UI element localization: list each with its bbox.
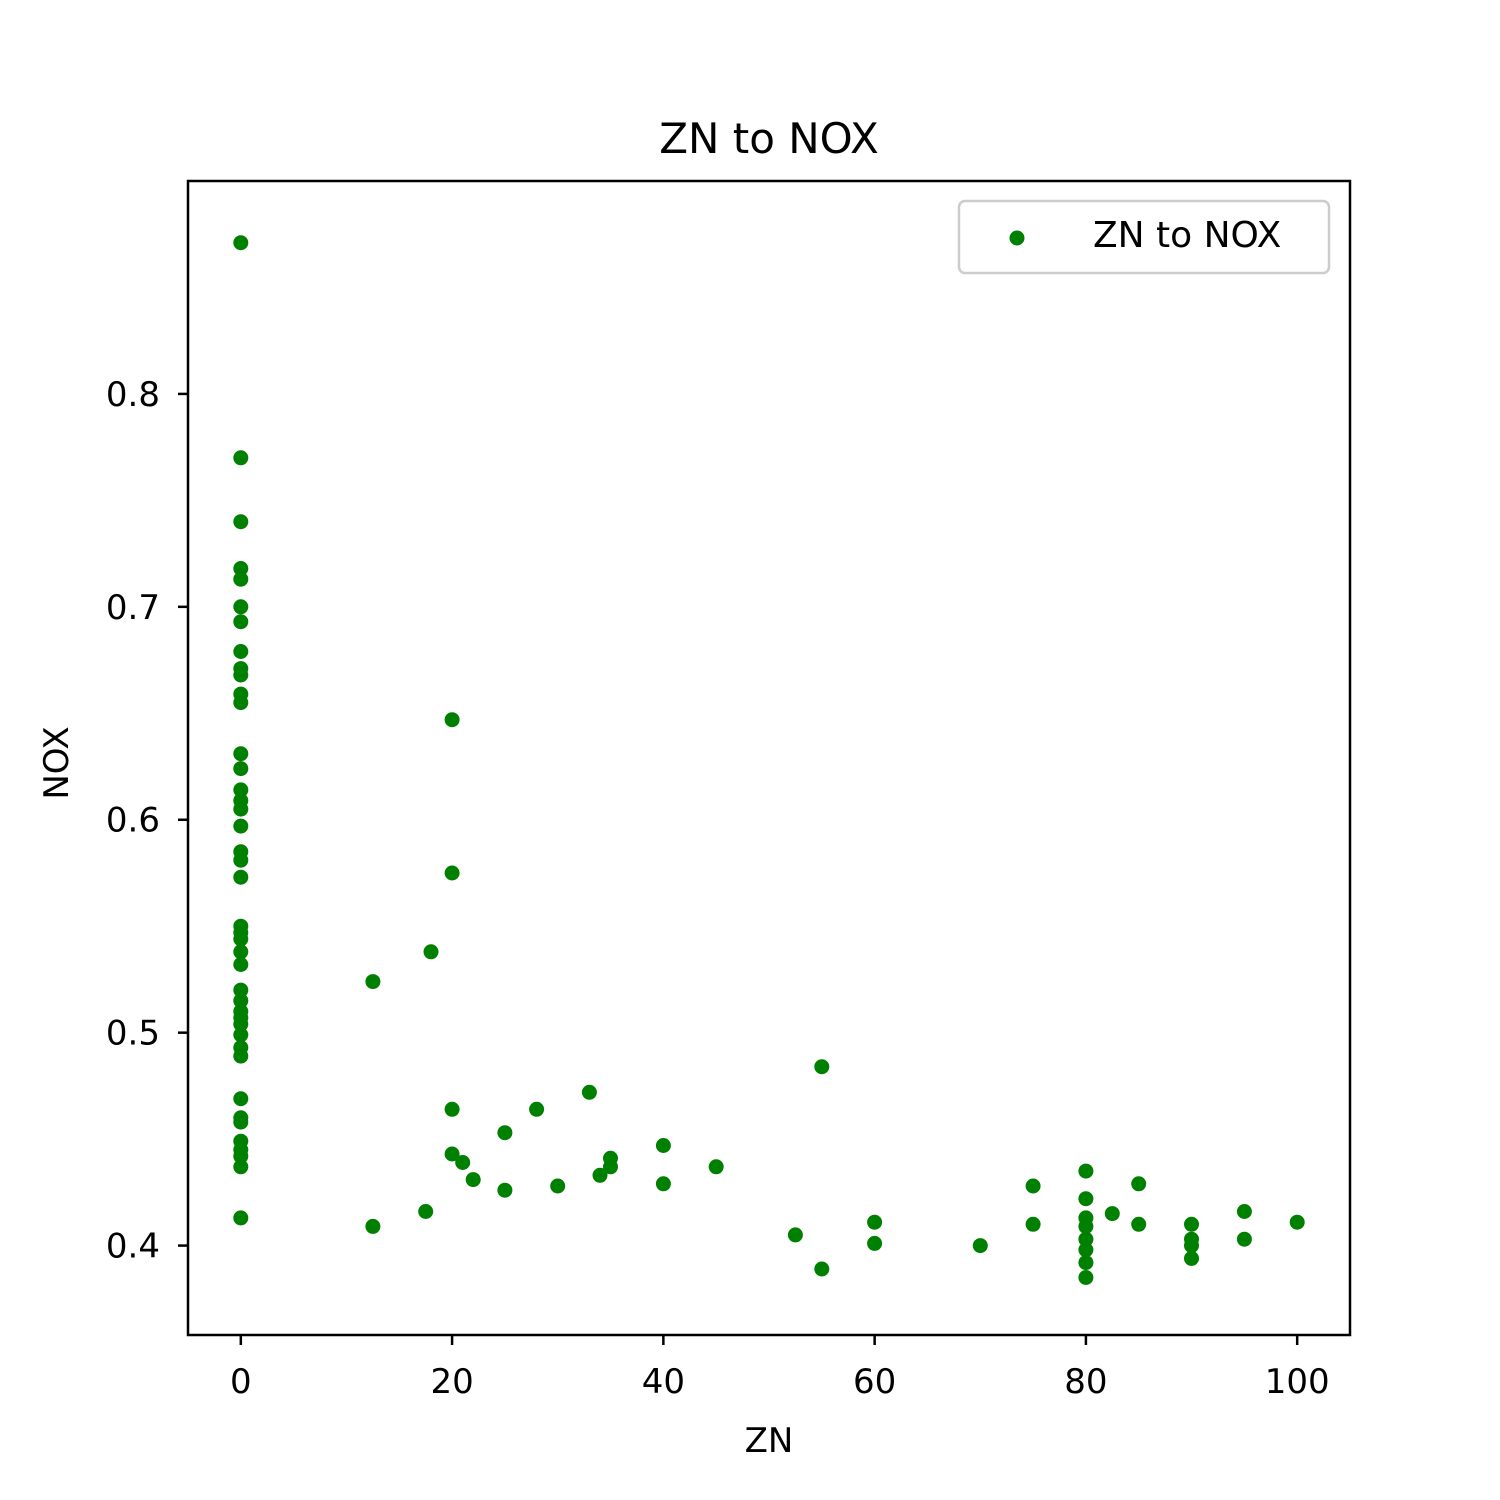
data-point [1025,1178,1041,1194]
data-point [444,865,460,881]
data-point [465,1172,481,1188]
data-point [814,1059,830,1075]
x-axis-ticks: 0 20 40 60 80 100 [230,1335,1330,1402]
y-axis-ticks: 0.4 0.5 0.6 0.7 0.8 [106,375,188,1267]
data-point [1289,1214,1305,1230]
data-point [529,1101,545,1117]
data-point [233,514,249,530]
data-point [497,1125,513,1141]
data-point [233,1210,249,1226]
data-point [233,869,249,885]
data-point [365,974,381,990]
data-point [233,644,249,659]
x-axis-label: ZN [745,1421,794,1461]
data-point [233,1148,249,1164]
data-point [233,667,249,683]
data-point [1078,1255,1094,1271]
data-point [655,1176,671,1192]
data-point [1025,1216,1041,1232]
plot-frame [186,179,1352,1337]
data-point [233,746,249,762]
data-point [233,571,249,587]
y-tick-label: 0.4 [106,1227,160,1267]
data-point [867,1214,883,1230]
x-tick-label: 100 [1265,1362,1330,1402]
data-point [233,599,249,615]
data-point [233,1016,249,1032]
data-point [233,818,249,834]
data-point [1131,1176,1147,1192]
data-point [1078,1218,1094,1234]
data-point [233,235,249,251]
data-point [497,1182,513,1198]
data-point [603,1159,618,1175]
data-point [233,982,249,998]
data-point [455,1155,471,1170]
data-point [444,1101,460,1117]
data-point [787,1227,803,1243]
data-point [1078,1242,1094,1258]
data-point [1184,1238,1199,1254]
data-point [233,695,249,711]
y-axis-label: NOX [37,726,77,799]
x-tick-label: 20 [430,1362,473,1402]
data-point [233,944,249,960]
data-point [1236,1231,1252,1247]
data-points [233,235,1305,1285]
legend-marker [1009,230,1025,246]
data-point [365,1218,381,1234]
data-point [972,1238,988,1254]
data-point [1078,1163,1094,1179]
data-point [1104,1206,1120,1222]
data-point [423,944,439,960]
x-tick-label: 60 [853,1362,896,1402]
data-point [1078,1270,1094,1285]
data-point [444,712,460,728]
x-tick-label: 0 [230,1362,252,1402]
data-point [233,561,249,576]
data-point [233,1027,249,1043]
data-point [233,931,249,947]
y-tick-label: 0.7 [106,588,160,628]
data-point [233,1159,249,1175]
data-point [814,1261,830,1277]
data-point [1184,1250,1199,1266]
data-point [233,761,249,777]
data-point [1184,1216,1199,1232]
y-tick-label: 0.6 [106,801,160,841]
data-point [444,1146,460,1162]
x-tick-label: 80 [1064,1362,1107,1402]
data-point [233,993,249,1009]
data-point [233,801,249,817]
data-point [233,450,249,466]
data-point [233,782,249,798]
legend-label: ZN to NOX [1093,215,1281,256]
data-point [233,614,249,630]
data-point [581,1084,597,1100]
data-point [592,1167,608,1183]
data-point [1078,1231,1094,1247]
data-point [1131,1216,1147,1232]
x-tick-label: 40 [642,1362,685,1402]
data-point [233,1114,249,1130]
legend: ZN to NOX [957,199,1331,275]
data-point [655,1138,671,1153]
data-point [233,1091,249,1107]
data-point [550,1178,566,1194]
data-point [1236,1204,1252,1219]
y-tick-label: 0.8 [106,375,160,415]
data-point [418,1204,434,1219]
data-point [708,1159,724,1175]
chart-title: ZN to NOX [659,114,879,163]
data-point [233,1048,249,1064]
data-point [233,852,249,868]
data-point [867,1235,883,1251]
legend-box [957,199,1331,275]
y-tick-label: 0.5 [106,1014,160,1054]
data-point [1078,1191,1094,1207]
data-point [233,957,249,972]
